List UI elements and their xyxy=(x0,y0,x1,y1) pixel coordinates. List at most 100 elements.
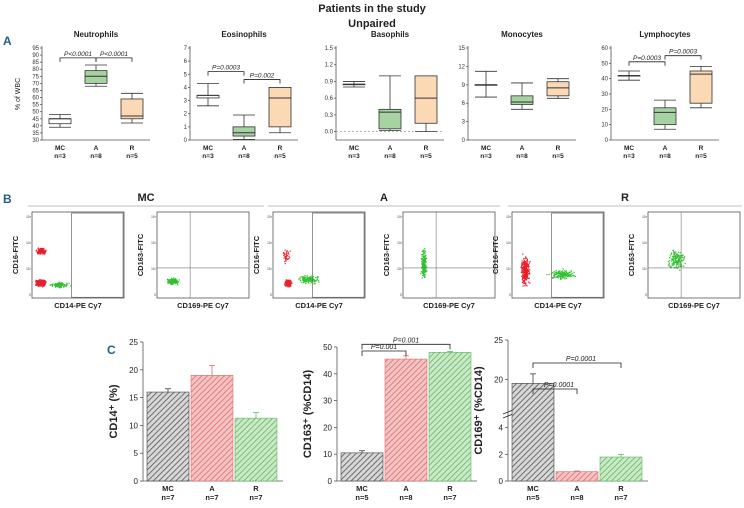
flow-r-cd16-cd14-tick-label: 10² xyxy=(506,241,512,245)
flow-r-cd163-cd169-event xyxy=(670,253,673,255)
flow-mc-cd16-cd14-event xyxy=(44,280,46,283)
flow-mc-cd16-cd14-tick-label: 10² xyxy=(26,241,32,245)
flow-mc-cd16-cd14-event xyxy=(37,251,39,253)
flow-mc-cd16-cd14-event xyxy=(41,280,43,282)
flow-a-cd163-cd169-event xyxy=(422,270,424,272)
flow-mc-cd163-cd169-y-label: CD163-FITC xyxy=(136,233,145,276)
flow-a-cd16-cd14-event xyxy=(286,250,288,253)
lymphocytes-y-tick-label: 50 xyxy=(601,61,608,67)
flow-mc-cd163-cd169-event xyxy=(172,281,174,283)
flow-r-cd16-cd14-event xyxy=(528,265,530,268)
flow-r-cd16-cd14-event xyxy=(522,258,525,260)
flow-r-cd163-cd169-event xyxy=(679,264,681,266)
flow-mc-cd16-cd14-event xyxy=(37,285,39,287)
flow-a-cd163-cd169-event xyxy=(424,276,426,278)
flow-r-cd16-cd14-event xyxy=(559,276,561,278)
flow-r-cd163-cd169-tick-label: 10¹ xyxy=(642,267,648,271)
flow-r-cd163-cd169-event xyxy=(681,265,683,267)
flow-mc-cd163-cd169-event xyxy=(173,278,175,280)
flow-a-cd16-cd14-event xyxy=(289,250,291,252)
flow-mc-cd16-cd14-event xyxy=(64,285,66,287)
flow-r-cd16-cd14-event xyxy=(552,275,555,277)
flow-r-cd163-cd169-event xyxy=(676,264,678,266)
flow-r-cd16-cd14-event xyxy=(526,275,528,278)
flow-mc-cd163-cd169-event xyxy=(167,281,169,283)
flow-r-cd16-cd14-event xyxy=(558,271,560,273)
flow-a-cd163-cd169-event xyxy=(423,269,426,271)
eosinophils-y-tick-label: 7 xyxy=(184,46,188,52)
flow-r-cd163-cd169-event xyxy=(677,262,679,265)
flow-a-cd16-cd14-event xyxy=(287,285,289,287)
flow-a-cd16-cd14-event xyxy=(285,253,287,255)
flow-r-cd16-cd14-event xyxy=(524,273,526,276)
flow-r-cd16-cd14-event xyxy=(567,275,569,277)
flow-a-cd163-cd169-event xyxy=(424,255,426,258)
flow-mc-cd163-cd169-event xyxy=(173,281,175,283)
flow-a-cd16-cd14-event xyxy=(313,279,315,281)
neutrophils-y-tick-label: 35 xyxy=(32,131,39,137)
flow-a-cd16-cd14-event xyxy=(284,257,287,260)
flow-mc-cd16-cd14-event xyxy=(51,284,53,286)
flow-a-cd16-cd14-event xyxy=(310,282,312,284)
flow-r-cd16-cd14-event xyxy=(552,272,554,274)
flow-r-cd16-cd14-event xyxy=(526,259,528,262)
flow-r-cd16-cd14-event xyxy=(548,273,550,275)
flow-r-cd163-cd169-frame xyxy=(647,211,741,299)
flow-r-cd16-cd14-event xyxy=(525,262,527,265)
flow-a-cd16-cd14-event xyxy=(283,252,285,255)
flow-r-cd16-cd14-event xyxy=(566,277,568,280)
flow-r-cd16-cd14-event xyxy=(525,266,527,268)
flow-r-cd16-cd14-event xyxy=(524,261,526,263)
flow-r-cd163-cd169-event xyxy=(677,266,679,269)
flow-r-cd163-cd169-event xyxy=(673,256,675,258)
flow-a-cd16-cd14-event xyxy=(289,257,291,259)
flow-mc-cd16-cd14-event xyxy=(60,286,62,288)
flow-a-cd16-cd14-event xyxy=(285,258,287,261)
cd169-category-label: A xyxy=(574,484,580,493)
eosinophils-category-label: MC xyxy=(203,145,213,152)
flow-r-cd163-cd169-event xyxy=(667,260,669,263)
flow-a-cd16-cd14-event xyxy=(288,255,290,257)
flow-r-cd16-cd14-event xyxy=(526,277,528,279)
flow-mc-cd16-cd14-event xyxy=(65,285,67,287)
cd14-y-tick-label: 20 xyxy=(129,366,138,375)
flow-a-cd163-cd169-event xyxy=(423,255,425,258)
flow-a-cd16-cd14-event xyxy=(303,281,305,283)
flow-r-cd16-cd14-event xyxy=(524,267,526,270)
flow-a-cd16-cd14-event xyxy=(287,258,289,261)
flow-mc-cd16-cd14-event xyxy=(51,284,54,287)
flow-r-cd163-cd169-event xyxy=(674,261,676,263)
flow-mc-cd16-cd14-event xyxy=(39,284,42,286)
cd14-n-label: n=7 xyxy=(161,493,174,502)
flow-mc-cd16-cd14-event xyxy=(44,251,46,253)
flow-a-cd16-cd14-event xyxy=(289,280,291,282)
flow-a-cd16-cd14-event xyxy=(315,276,317,279)
cd169-y-label: CD169⁺ (%CD14) xyxy=(473,366,485,455)
flow-r-cd16-cd14-event xyxy=(554,271,556,273)
flow-r-cd16-cd14-event xyxy=(523,280,525,282)
flow-mc-cd16-cd14-event xyxy=(68,282,70,285)
flow-r-cd16-cd14-event xyxy=(521,268,523,270)
flow-r-cd163-cd169-event xyxy=(673,255,675,257)
flow-a-cd163-cd169-x-label: CD169-PE Cy7 xyxy=(423,301,475,310)
flow-r-cd16-cd14-event xyxy=(555,273,558,275)
cd169-y-tick-label: 0 xyxy=(499,477,504,486)
flow-a-cd163-cd169-event xyxy=(421,255,423,257)
flow-r-cd16-cd14-event xyxy=(557,277,559,279)
flow-r-cd163-cd169-event xyxy=(678,265,680,268)
flow-r-cd16-cd14-frame xyxy=(511,211,605,299)
flow-a-cd16-cd14-event xyxy=(299,277,301,280)
flow-r-cd16-cd14-event xyxy=(522,276,525,278)
flow-a-cd16-cd14-event xyxy=(302,279,304,282)
flow-a-cd16-cd14-event xyxy=(285,254,287,256)
flow-mc-cd16-cd14-event xyxy=(35,281,37,283)
flow-r-cd16-cd14-event xyxy=(527,267,530,269)
flow-a-cd16-cd14-event xyxy=(302,276,304,278)
flow-a-cd16-cd14-event xyxy=(288,253,290,255)
flow-r-cd16-cd14-event xyxy=(560,273,562,275)
flow-r-cd16-cd14-event xyxy=(526,270,528,272)
flow-r-cd163-cd169-event xyxy=(673,251,675,253)
flow-r-cd163-cd169-event xyxy=(672,255,674,258)
flow-a-cd16-cd14-event xyxy=(284,263,286,265)
flow-r-cd163-cd169-event xyxy=(672,264,674,266)
